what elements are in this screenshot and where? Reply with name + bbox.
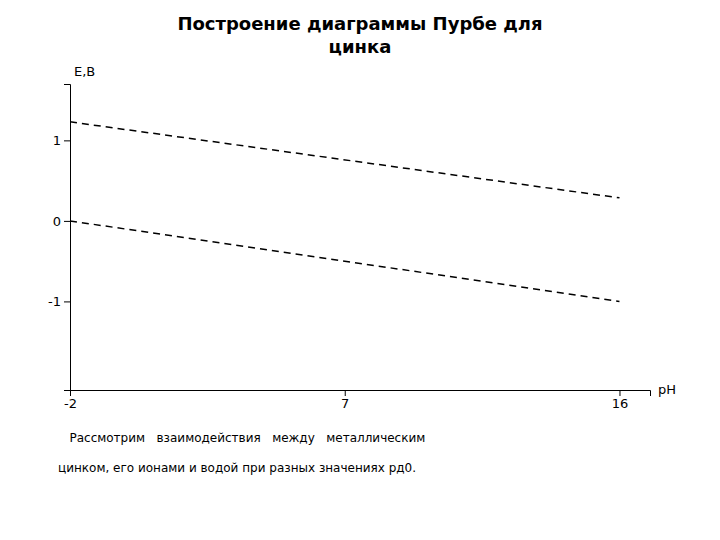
y-axis: -1 0 1 — [48, 85, 70, 391]
title-line: цинка — [329, 36, 392, 57]
y-axis-line — [64, 85, 71, 391]
y-axis-label: Е,В — [74, 64, 95, 79]
y-tick: 0 — [53, 214, 70, 229]
title: Построение диаграммы Пурбе дляцинка — [177, 13, 542, 57]
plot-area — [70, 122, 619, 302]
y-tick-mark — [64, 301, 70, 302]
series-line — [70, 122, 619, 198]
chart: -2716-101Построение диаграммы Пурбе дляц… — [0, 0, 720, 540]
x-tick-label: 7 — [341, 396, 349, 411]
x-tick-label: 16 — [612, 396, 629, 411]
x-axis: -2 7 16 — [64, 390, 650, 411]
y-tick-mark — [64, 221, 70, 222]
x-axis-label: рН — [658, 382, 676, 397]
y-tick-label: -1 — [48, 294, 61, 309]
title-line: Построение диаграммы Пурбе для — [177, 13, 542, 34]
x-axis-line — [71, 391, 651, 397]
y-tick-label: 1 — [53, 133, 61, 148]
y-tick-mark — [64, 140, 70, 141]
y-tick: 1 — [53, 133, 70, 148]
footnote: цинком, его ионами и водой при разных зн… — [58, 461, 416, 475]
series-line — [70, 221, 619, 302]
x-tick-label: -2 — [64, 396, 77, 411]
y-tick: -1 — [48, 294, 70, 309]
x-tick: -2 — [64, 390, 77, 411]
x-tick: 7 — [341, 390, 349, 411]
chart-container: -2716-101Построение диаграммы Пурбе дляц… — [0, 0, 720, 540]
x-tick-mark — [345, 390, 346, 396]
x-tick: 16 — [612, 390, 629, 411]
y-tick-label: 0 — [53, 214, 61, 229]
footnote: Рассмотрим взаимодействия между металлич… — [58, 431, 425, 445]
x-tick-mark — [619, 390, 620, 396]
